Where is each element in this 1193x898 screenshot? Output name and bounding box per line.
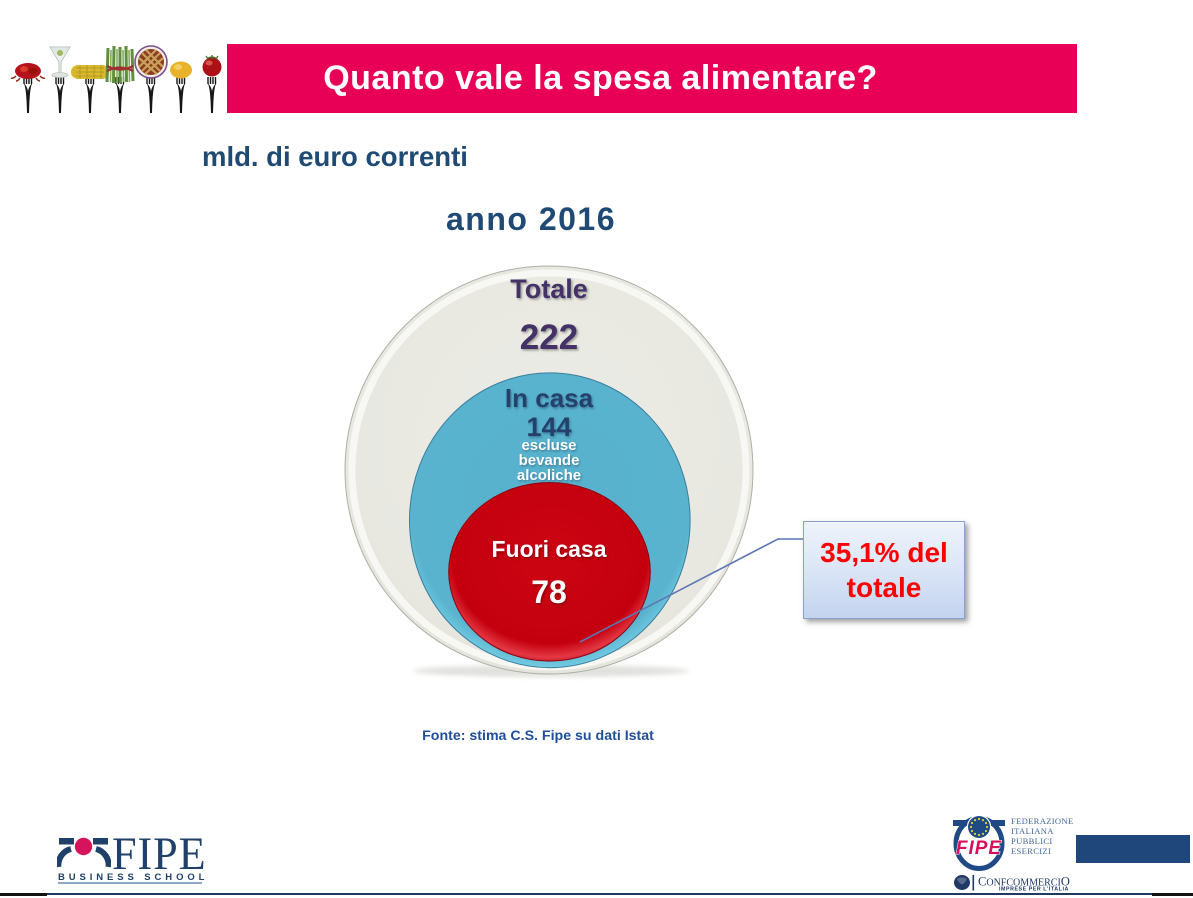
- svg-text:CONFCOMMERCIO: CONFCOMMERCIO: [978, 875, 1070, 889]
- svg-text:FIPE: FIPE: [956, 838, 1003, 859]
- svg-text:IMPRESE PER L'ITALIA: IMPRESE PER L'ITALIA: [999, 887, 1069, 893]
